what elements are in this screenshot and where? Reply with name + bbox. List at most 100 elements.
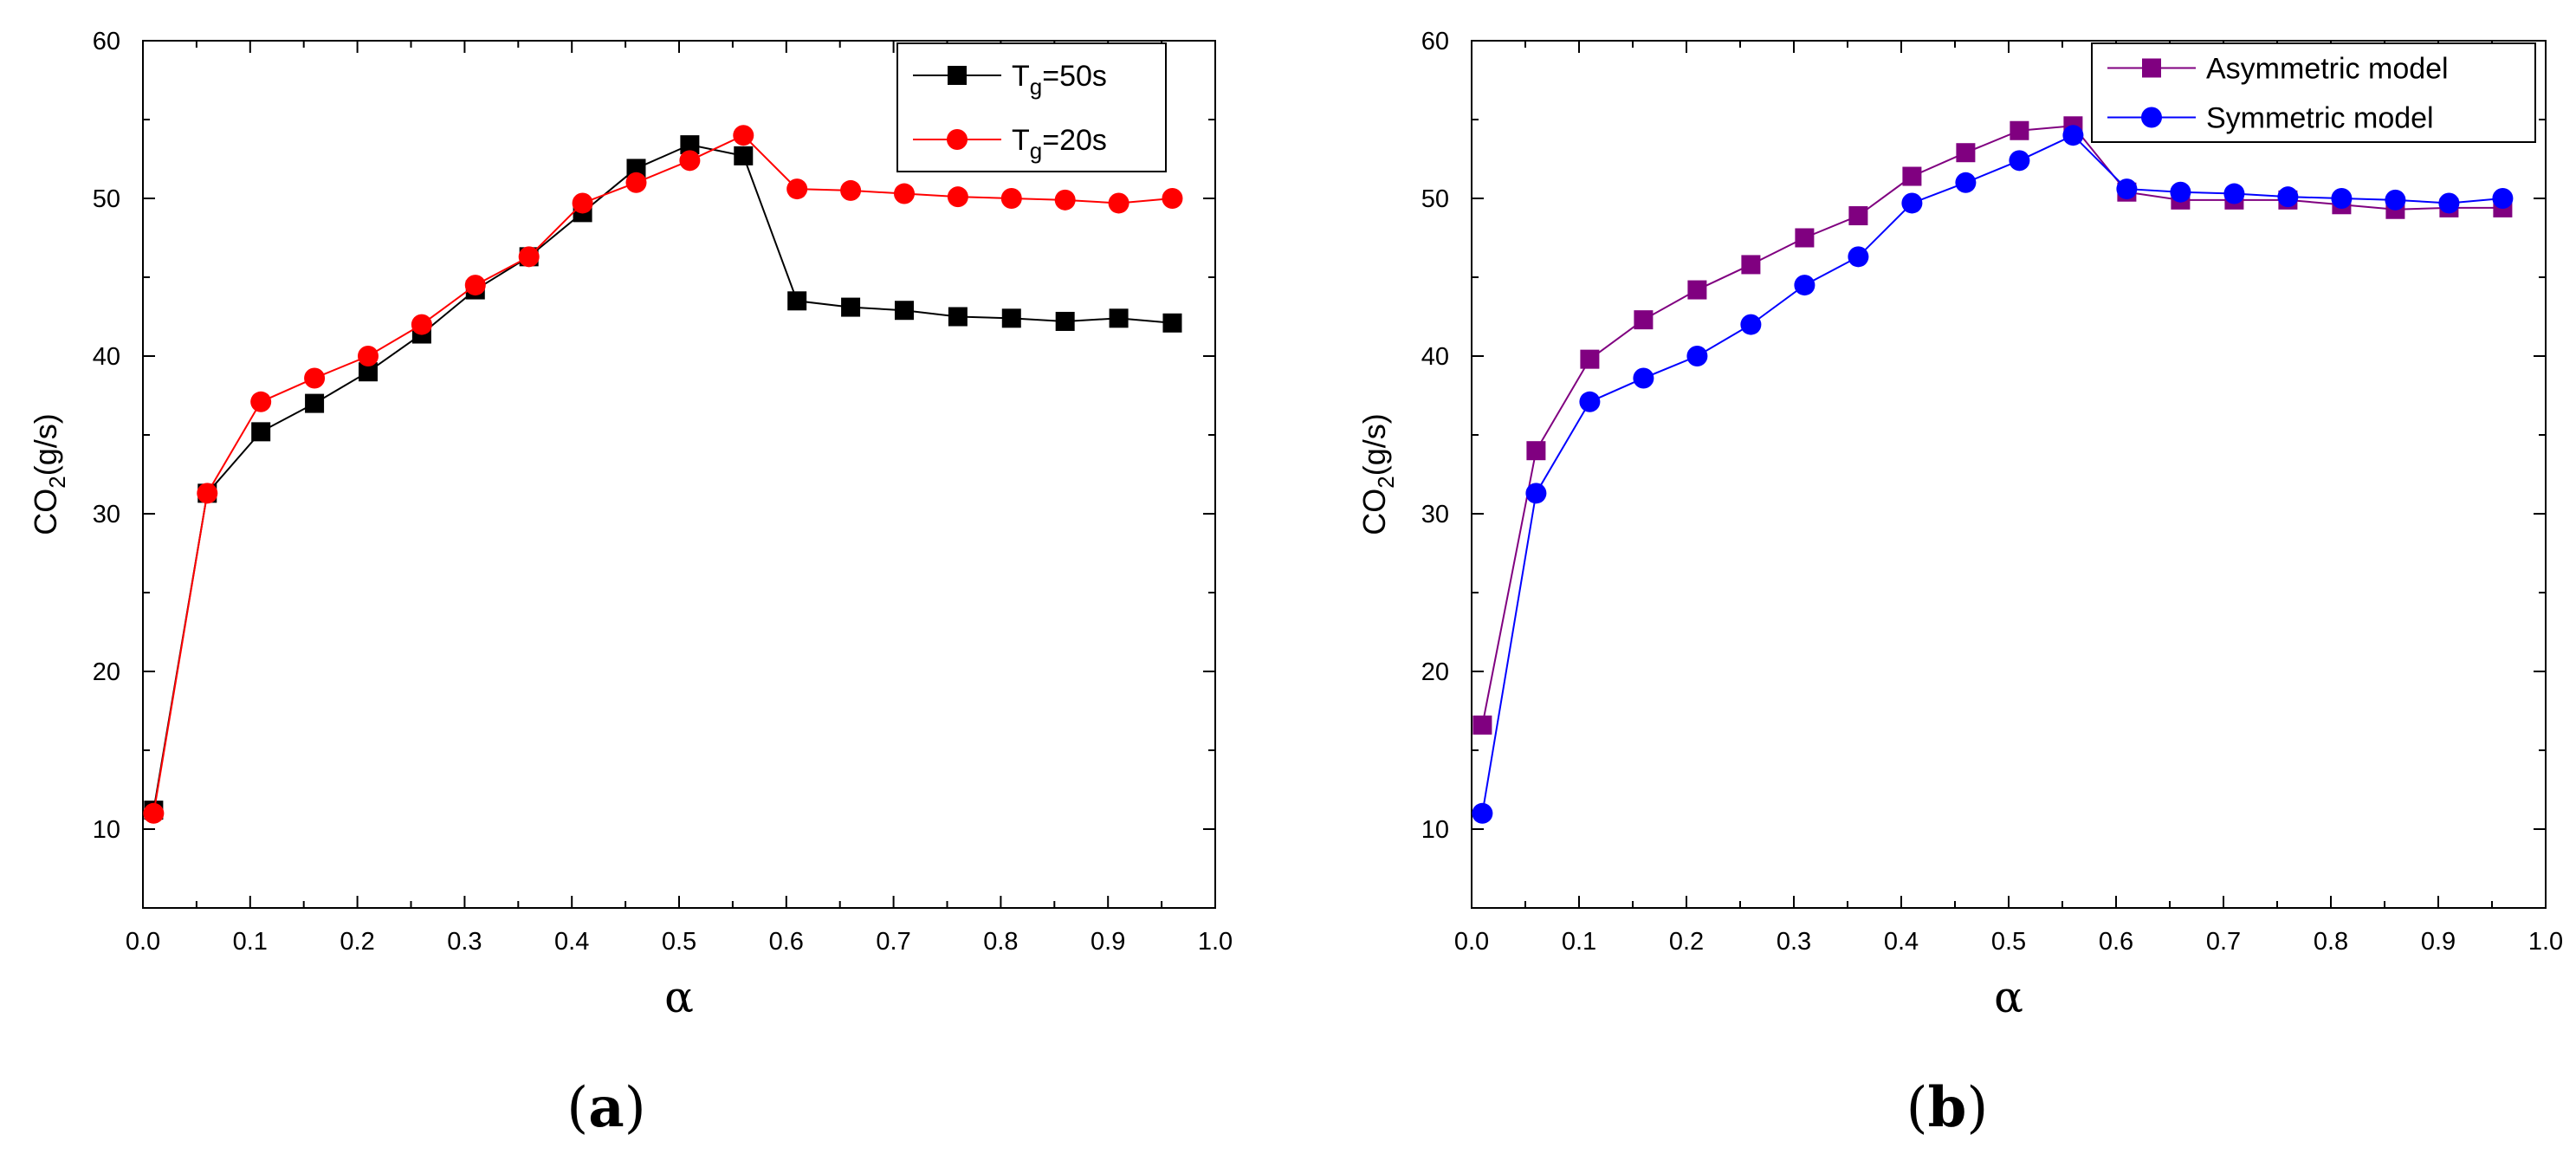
- series-line: [1481, 133, 2503, 814]
- y-tick-label: 10: [1421, 816, 1449, 844]
- series-line: [152, 144, 1173, 811]
- y-axis-label-subscript: 2: [1373, 476, 1399, 488]
- data-point: [143, 802, 165, 824]
- x-tick-label: 0.5: [1991, 928, 2026, 956]
- legend-label-main: T: [1012, 60, 1030, 93]
- data-point: [1956, 143, 1976, 163]
- legend-label-main: Asymmetric model: [2206, 53, 2449, 86]
- data-point: [197, 483, 218, 504]
- data-point: [305, 393, 325, 413]
- x-tick-label: 0.0: [1454, 928, 1489, 956]
- data-point: [2492, 188, 2514, 209]
- data-point: [1634, 310, 1654, 330]
- data-point: [1001, 308, 1021, 328]
- data-point: [680, 135, 700, 155]
- panel-label-letter: b: [1928, 1075, 1967, 1140]
- legend-label: Asymmetric model: [2206, 53, 2449, 86]
- data-point: [2062, 125, 2084, 146]
- x-tick-label: 0.9: [1091, 928, 1125, 956]
- x-tick-label: 0.7: [876, 928, 910, 956]
- data-point: [894, 301, 914, 321]
- legend-box: [2091, 42, 2536, 143]
- data-point: [1162, 313, 1182, 333]
- data-point: [787, 291, 807, 311]
- legend-marker: [947, 129, 968, 150]
- data-point: [1740, 314, 1762, 335]
- data-point: [518, 246, 540, 268]
- y-tick-label: 40: [93, 343, 120, 371]
- data-point: [947, 186, 968, 208]
- legend: Asymmetric model Symmetric model: [2091, 42, 2536, 143]
- data-point: [1000, 188, 1022, 209]
- data-point: [304, 367, 326, 389]
- data-point: [841, 297, 861, 317]
- y-tick-label: 60: [93, 28, 120, 55]
- legend-label: Symmetric model: [2206, 102, 2434, 135]
- data-point: [2009, 150, 2030, 172]
- x-tick-label: 0.7: [2206, 928, 2241, 956]
- x-tick-label: 0.8: [983, 928, 1018, 956]
- data-point: [572, 192, 593, 214]
- panel-label: (a): [566, 1075, 645, 1140]
- data-point: [1472, 802, 1493, 824]
- data-point: [733, 125, 754, 146]
- x-tick-label: 0.5: [662, 928, 696, 956]
- data-point: [464, 275, 486, 296]
- data-point: [679, 150, 701, 172]
- legend-marker: [2141, 107, 2162, 128]
- legend-label: Tg=20s: [1012, 124, 1107, 164]
- x-axis-label: α: [664, 972, 694, 1022]
- data-point: [2170, 181, 2191, 203]
- x-tick-label: 0.1: [1562, 928, 1596, 956]
- data-point: [1848, 246, 1869, 268]
- series-symmetric-model: [1472, 125, 2514, 824]
- data-point: [1686, 346, 1708, 366]
- x-tick-label: 0.4: [554, 928, 589, 956]
- y-axis-label-main: CO: [1356, 489, 1392, 535]
- panel-label: (b): [1906, 1075, 1989, 1140]
- y-axis-label-main: CO: [28, 489, 63, 535]
- data-point: [2116, 178, 2138, 200]
- data-point: [1794, 275, 1815, 296]
- y-tick-label: 10: [93, 816, 120, 844]
- data-point: [1687, 280, 1707, 300]
- x-tick-label: 0.6: [2099, 928, 2133, 956]
- y-axis-label: CO2(g/s): [28, 413, 70, 535]
- y-tick-label: 40: [1421, 343, 1449, 371]
- y-axis-label-unit: (g/s): [28, 413, 63, 476]
- x-tick-label: 0.2: [1669, 928, 1704, 956]
- x-tick-label: 0.3: [1777, 928, 1811, 956]
- legend-marker: [948, 66, 967, 85]
- x-tick-label: 0.2: [340, 928, 374, 956]
- x-tick-label: 0.8: [2314, 928, 2348, 956]
- data-point: [357, 346, 379, 366]
- data-point: [1901, 192, 1923, 214]
- x-tick-label: 0.9: [2421, 928, 2456, 956]
- data-point: [1526, 441, 1546, 461]
- data-point: [1054, 189, 1076, 211]
- data-point: [893, 183, 915, 204]
- x-tick-label: 0.1: [233, 928, 268, 956]
- y-tick-label: 20: [1421, 658, 1449, 686]
- data-point: [1633, 367, 1654, 389]
- legend-label-subscript: g: [1030, 138, 1042, 164]
- legend-label: Tg=50s: [1012, 60, 1107, 100]
- series-tg-50s: [144, 135, 1182, 820]
- data-point: [2223, 183, 2245, 204]
- data-point: [1109, 308, 1129, 328]
- data-point: [2331, 188, 2353, 209]
- data-point: [2438, 192, 2460, 214]
- data-point: [1902, 166, 1922, 186]
- data-point: [734, 146, 754, 165]
- x-tick-label: 0.4: [1884, 928, 1919, 956]
- legend-label-rest: =20s: [1042, 124, 1107, 157]
- y-axis-label: CO2(g/s): [1356, 413, 1399, 535]
- data-point: [2010, 120, 2029, 140]
- plot-frame: [1471, 40, 2547, 909]
- legend-marker: [2142, 58, 2161, 78]
- data-point: [250, 391, 272, 412]
- data-point: [625, 172, 647, 193]
- data-point: [251, 422, 271, 442]
- data-point: [1848, 206, 1868, 226]
